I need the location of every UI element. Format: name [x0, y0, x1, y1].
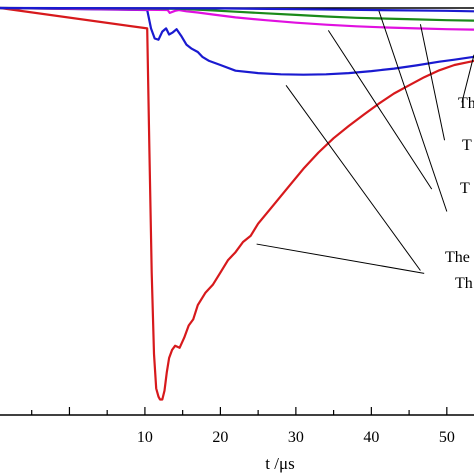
axes: 10 20 30 40 50	[0, 7, 474, 446]
series-line-1	[0, 6, 474, 401]
callout-leader-line	[378, 10, 448, 212]
callout-label-2: T	[462, 137, 472, 154]
series-line-2	[0, 6, 474, 76]
x-tick-label: 40	[363, 429, 379, 446]
x-tick-label: 10	[137, 429, 153, 446]
x-tick-label: 20	[212, 429, 228, 446]
series-line-4	[0, 6, 474, 22]
x-tick-label: 50	[439, 429, 455, 446]
callout-leader-line	[285, 85, 421, 271]
series-line-3	[0, 6, 474, 31]
annotations	[256, 10, 474, 274]
callout-leader-line	[461, 54, 474, 103]
callout-leader-line	[419, 24, 446, 141]
callout-leader-line	[256, 243, 425, 274]
callout-label-1: Th	[458, 95, 474, 112]
x-axis-title: t /μs	[265, 454, 294, 473]
callout-leader-line	[327, 30, 433, 190]
callout-label-4: The	[445, 249, 470, 266]
x-tick-label: 30	[288, 429, 304, 446]
callout-label-5: Th	[455, 275, 473, 292]
series-group	[0, 6, 474, 401]
labels: Th T T The Th t /μs	[265, 95, 474, 473]
series-line-5	[0, 6, 474, 13]
callout-label-3: T	[460, 180, 470, 197]
